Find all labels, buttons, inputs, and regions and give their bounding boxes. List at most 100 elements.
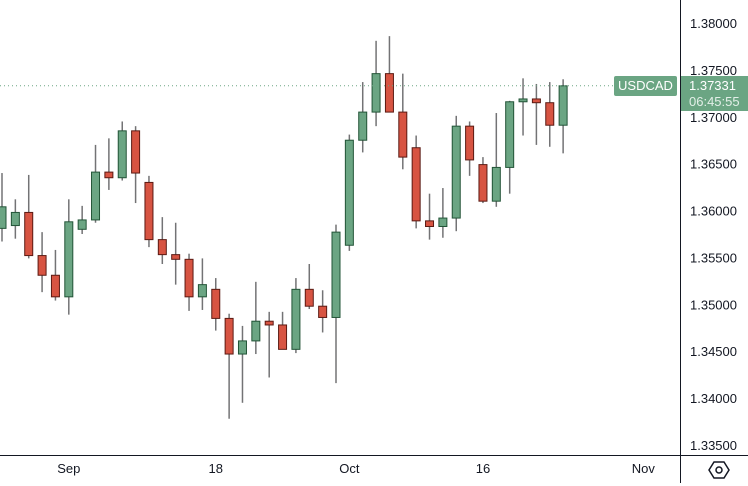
- candle-body-down: [104, 171, 114, 179]
- candle-body-down: [318, 305, 328, 318]
- candle-body-up: [371, 73, 381, 113]
- candle-body-down: [545, 102, 555, 126]
- price-axis[interactable]: 1.38000 1.37500 1.37000 1.36500 1.36000 1.355…: [690, 16, 737, 453]
- candle-body-down: [465, 125, 475, 161]
- candle: [531, 83, 541, 145]
- candle: [104, 138, 114, 190]
- candle: [37, 232, 47, 293]
- candle: [465, 121, 475, 176]
- price-tick-label: 1.38000: [690, 16, 737, 31]
- time-tick-label: Sep: [57, 461, 80, 476]
- candle: [278, 311, 288, 350]
- price-tick-label: 1.37500: [690, 63, 737, 78]
- candle: [545, 82, 555, 147]
- last-price-label: 1.37331 06:45:55: [681, 76, 748, 111]
- candle-body-up: [438, 217, 448, 227]
- candle: [291, 278, 301, 354]
- candle: [344, 134, 354, 251]
- settings-hexagon-icon[interactable]: [707, 459, 731, 481]
- candle: [10, 199, 20, 239]
- candle: [251, 281, 261, 355]
- candle: [24, 174, 34, 259]
- candle: [438, 188, 448, 238]
- time-tick-label: Nov: [632, 461, 656, 476]
- time-tick-label: 16: [476, 461, 490, 476]
- candle: [558, 79, 568, 154]
- candle-body-up: [197, 284, 207, 298]
- candle: [304, 264, 314, 310]
- candle: [237, 325, 247, 403]
- candle: [331, 224, 341, 384]
- price-tick-label: 1.37000: [690, 110, 737, 125]
- candle: [197, 258, 207, 310]
- candle: [64, 199, 74, 315]
- candle: [358, 82, 368, 153]
- candle: [171, 222, 181, 285]
- candle-body-up: [237, 340, 247, 355]
- candle-body-up: [91, 171, 101, 221]
- candle: [0, 173, 7, 242]
- candle-body-down: [425, 220, 435, 227]
- time-tick-label: Oct: [339, 461, 360, 476]
- candle-body-up: [64, 221, 74, 298]
- candle: [411, 135, 421, 229]
- candle: [144, 175, 154, 248]
- candle-body-down: [184, 258, 194, 298]
- candle: [184, 253, 194, 311]
- candle: [491, 113, 501, 207]
- candle-body-down: [157, 239, 167, 256]
- candle-body-up: [0, 206, 7, 229]
- candle-body-down: [264, 320, 274, 326]
- candle-body-down: [304, 288, 314, 307]
- candle-body-down: [24, 211, 34, 257]
- candle: [384, 36, 394, 113]
- candle-body-down: [50, 274, 60, 298]
- candle-body-up: [451, 125, 461, 219]
- candle-body-down: [171, 254, 181, 260]
- candles: [0, 36, 568, 419]
- candle-body-down: [144, 181, 154, 241]
- candle: [50, 249, 60, 301]
- candle-body-up: [77, 219, 87, 230]
- candle-body-up: [358, 111, 368, 141]
- candle-body-down: [37, 255, 47, 276]
- candle: [91, 144, 101, 223]
- price-tick-label: 1.35000: [690, 297, 737, 312]
- candle-body-down: [131, 130, 141, 174]
- candle-body-up: [117, 130, 127, 179]
- price-tick-label: 1.34500: [690, 344, 737, 359]
- candle-body-down: [384, 73, 394, 113]
- candle: [398, 73, 408, 170]
- candle-body-up: [518, 98, 528, 103]
- candle-body-up: [491, 166, 501, 202]
- candle-body-down: [278, 324, 288, 350]
- candle-body-down: [398, 111, 408, 158]
- bar-countdown: 06:45:55: [689, 94, 740, 109]
- candle-body-down: [531, 98, 541, 104]
- candle-body-up: [10, 211, 20, 227]
- candle-body-down: [411, 147, 421, 222]
- candle: [371, 40, 381, 127]
- price-tick-label: 1.36000: [690, 204, 737, 219]
- price-tick-label: 1.35500: [690, 250, 737, 265]
- candle-body-up: [291, 288, 301, 350]
- candle: [77, 205, 87, 234]
- candle: [318, 290, 328, 333]
- time-axis[interactable]: Sep 18 Oct 16 Nov: [57, 461, 655, 476]
- candle-body-up: [331, 231, 341, 318]
- time-tick-label: 18: [209, 461, 223, 476]
- candle-body-up: [251, 320, 261, 342]
- price-tick-label: 1.33500: [690, 438, 737, 453]
- price-tick-label: 1.34000: [690, 391, 737, 406]
- candle: [211, 278, 221, 331]
- candle-body-down: [478, 164, 488, 202]
- candle-body-up: [505, 101, 515, 168]
- candle-body-down: [211, 288, 221, 319]
- candle: [451, 115, 461, 232]
- candle: [478, 157, 488, 204]
- candle: [224, 313, 234, 419]
- candle-body-up: [558, 85, 568, 126]
- candle-body-down: [224, 317, 234, 355]
- candle: [425, 193, 435, 240]
